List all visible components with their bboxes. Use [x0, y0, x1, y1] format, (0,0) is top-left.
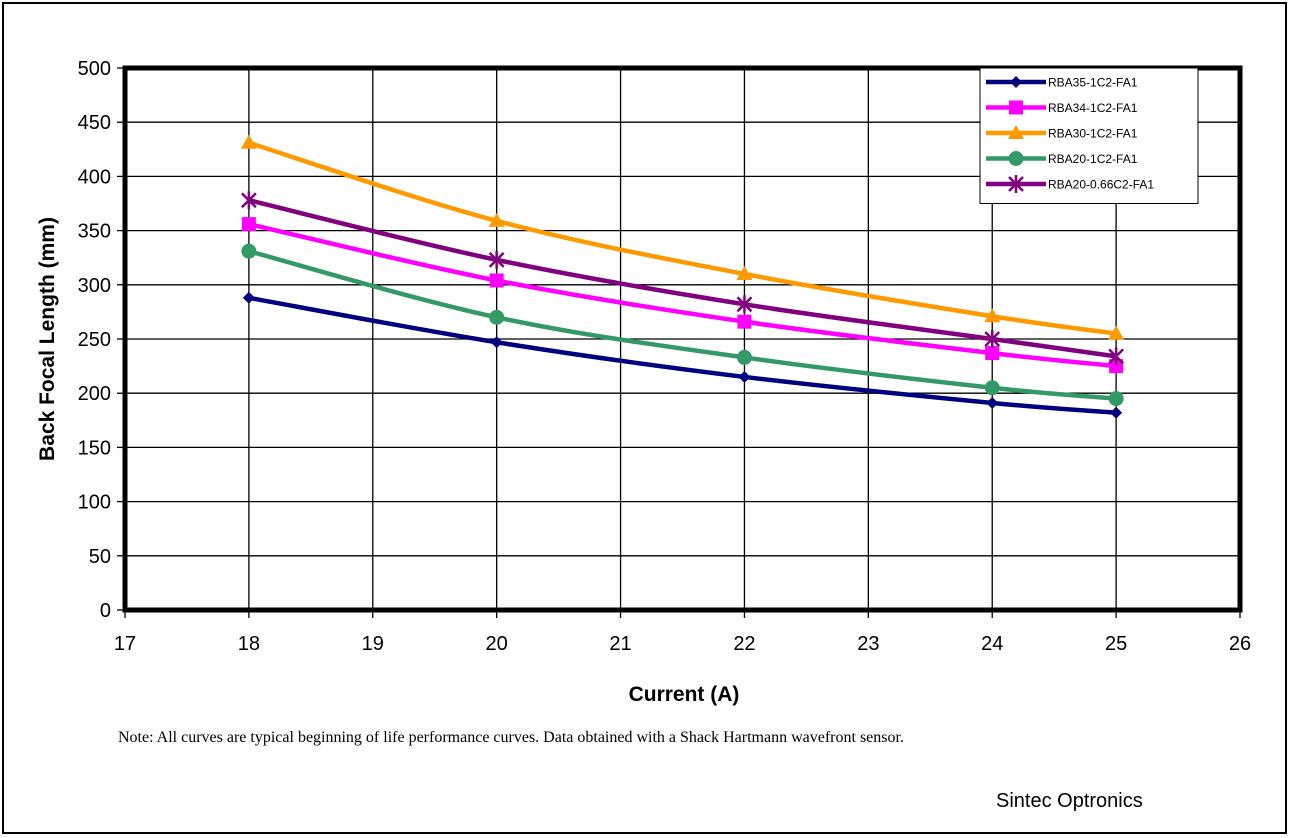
y-tick-label: 200	[78, 383, 111, 405]
legend-label: RBA20-1C2-FA1	[1048, 152, 1138, 166]
y-tick-label: 0	[100, 600, 111, 622]
footnote: Note: All curves are typical beginning o…	[118, 729, 904, 746]
series-2	[240, 134, 1125, 340]
x-tick-label: 23	[857, 633, 879, 655]
series-3	[241, 243, 1124, 407]
y-tick-label: 50	[89, 546, 111, 568]
series-line	[248, 140, 1117, 336]
data-point	[241, 243, 257, 259]
y-tick-label: 150	[78, 437, 111, 459]
series-line	[248, 295, 1117, 415]
data-point	[489, 309, 505, 325]
legend-marker	[1008, 125, 1024, 139]
legend-entry: RBA35-1C2-FA1	[986, 76, 1138, 90]
legend-marker	[1008, 175, 1024, 193]
data-point	[488, 250, 505, 269]
x-tick-label: 22	[733, 633, 755, 655]
y-tick-label: 100	[78, 492, 111, 514]
legend-entry: RBA30-1C2-FA1	[986, 125, 1138, 141]
data-point	[985, 346, 1000, 361]
data-point	[241, 217, 256, 232]
legend-marker	[1010, 76, 1022, 88]
legend: RBA35-1C2-FA1 RBA34-1C2-FA1 RBA30-1C2-FA1 R…	[979, 67, 1199, 204]
x-tick-label: 21	[609, 633, 631, 655]
data-point	[490, 336, 503, 349]
y-tick-label: 500	[78, 58, 111, 80]
y-axis-title: Back Focal Length (mm)	[36, 217, 59, 461]
series-line	[248, 198, 1117, 359]
data-point	[1108, 325, 1125, 340]
y-tick-label: 450	[78, 112, 111, 134]
legend-entry: RBA20-1C2-FA1	[986, 151, 1138, 166]
series-1	[241, 217, 1124, 374]
legend-label: RBA20-0.66C2-FA1	[1048, 178, 1154, 192]
data-point	[738, 370, 751, 383]
data-point	[240, 134, 257, 149]
data-point	[1108, 391, 1124, 407]
data-point	[242, 291, 255, 304]
data-point	[986, 396, 999, 409]
x-tick-label: 19	[362, 633, 384, 655]
data-point	[488, 212, 505, 227]
x-tick-label: 25	[1105, 633, 1127, 655]
data-point	[984, 330, 1001, 348]
data-point	[737, 314, 752, 329]
x-tick-label: 18	[238, 633, 260, 655]
data-point	[1108, 347, 1124, 366]
series-line	[248, 249, 1117, 401]
x-tick-label: 20	[486, 633, 508, 655]
legend-entry: RBA34-1C2-FA1	[986, 100, 1138, 115]
legend-entry: RBA20-0.66C2-FA1	[986, 175, 1154, 193]
x-axis-title: Current (A)	[629, 683, 740, 706]
x-tick-label: 24	[981, 633, 1003, 655]
legend-label: RBA34-1C2-FA1	[1048, 101, 1138, 115]
data-point	[736, 295, 753, 314]
y-tick-label: 350	[78, 221, 111, 243]
series-4	[241, 191, 1124, 366]
data-point	[736, 265, 753, 280]
x-tick-label: 17	[114, 633, 136, 655]
legend-label: RBA35-1C2-FA1	[1048, 76, 1138, 90]
y-tick-label: 400	[78, 166, 111, 188]
legend-label: RBA30-1C2-FA1	[1048, 127, 1138, 141]
legend-marker	[1009, 100, 1023, 115]
data-point	[489, 273, 504, 288]
legend-marker	[1008, 151, 1024, 166]
y-tick-label: 250	[78, 329, 111, 351]
series-0	[242, 291, 1123, 419]
data-point	[736, 349, 752, 365]
data-point	[1109, 359, 1124, 374]
y-tick-label: 300	[78, 275, 111, 297]
data-point	[1110, 406, 1123, 419]
series-line	[248, 221, 1117, 369]
x-tick-label: 26	[1229, 633, 1251, 655]
data-point	[984, 380, 1000, 396]
data-point	[241, 191, 257, 210]
company-name: Sintec Optronics	[996, 790, 1143, 812]
data-point	[984, 308, 1001, 323]
